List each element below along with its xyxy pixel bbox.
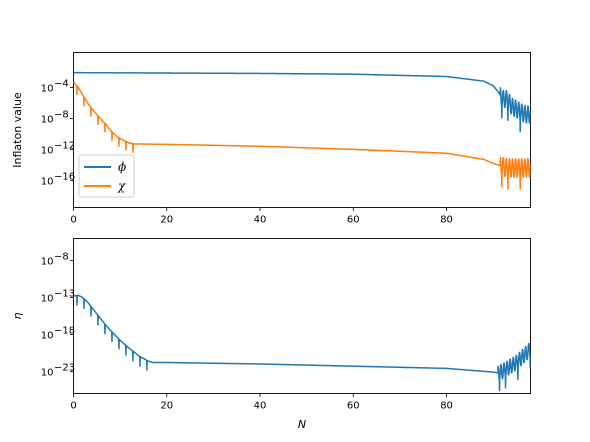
x-tick-label-1-2: 40: [254, 401, 267, 412]
y-tick-exponent-1-1: −13: [54, 289, 75, 300]
x-tick-label-1-0: 0: [70, 401, 76, 412]
legend-phi-label: ϕ: [118, 160, 126, 174]
legend-chi-label: χ: [117, 179, 126, 193]
y-tick-exponent-1-0: −8: [54, 252, 69, 263]
y-tick-label-1-2: 10: [41, 330, 54, 341]
y-tick-label-1-1: 10: [41, 294, 54, 305]
x-tick-label-0-4: 80: [440, 215, 453, 226]
x-tick-label-0-3: 60: [347, 215, 360, 226]
y-tick-label-0-3: 10: [41, 176, 54, 187]
bottom-y-axis-label: η: [11, 312, 24, 319]
y-tick-label-1-3: 10: [41, 367, 54, 378]
series-line-0-1: [73, 81, 531, 190]
y-tick-exponent-1-2: −18: [54, 325, 75, 336]
y-tick-label-0-1: 10: [41, 114, 54, 125]
top-y-axis-label: Inflaton value: [11, 92, 24, 168]
x-tick-label-0-1: 20: [160, 215, 173, 226]
y-tick-label-0-2: 10: [41, 145, 54, 156]
x-tick-label-0-2: 40: [254, 215, 267, 226]
series-line-1-0: [73, 294, 531, 392]
top-legend: ϕ χ: [78, 154, 135, 198]
y-tick-label-1-0: 10: [41, 257, 54, 268]
series-line-0-0: [73, 71, 531, 133]
y-tick-exponent-0-0: −4: [54, 78, 69, 89]
x-tick-label-1-4: 80: [440, 401, 453, 412]
bottom-x-axis-label: N: [298, 418, 306, 431]
y-tick-exponent-0-1: −8: [54, 109, 69, 120]
top-plot-frame: [73, 52, 531, 208]
y-tick-exponent-0-3: −16: [54, 171, 75, 182]
y-tick-exponent-0-2: −12: [54, 140, 75, 151]
x-tick-label-1-3: 60: [347, 401, 360, 412]
x-tick-label-0-0: 0: [70, 215, 76, 226]
x-tick-label-1-1: 20: [160, 401, 173, 412]
bottom-plot-frame: [73, 238, 531, 394]
y-tick-label-0-0: 10: [41, 83, 54, 94]
y-tick-exponent-1-3: −23: [54, 362, 75, 373]
